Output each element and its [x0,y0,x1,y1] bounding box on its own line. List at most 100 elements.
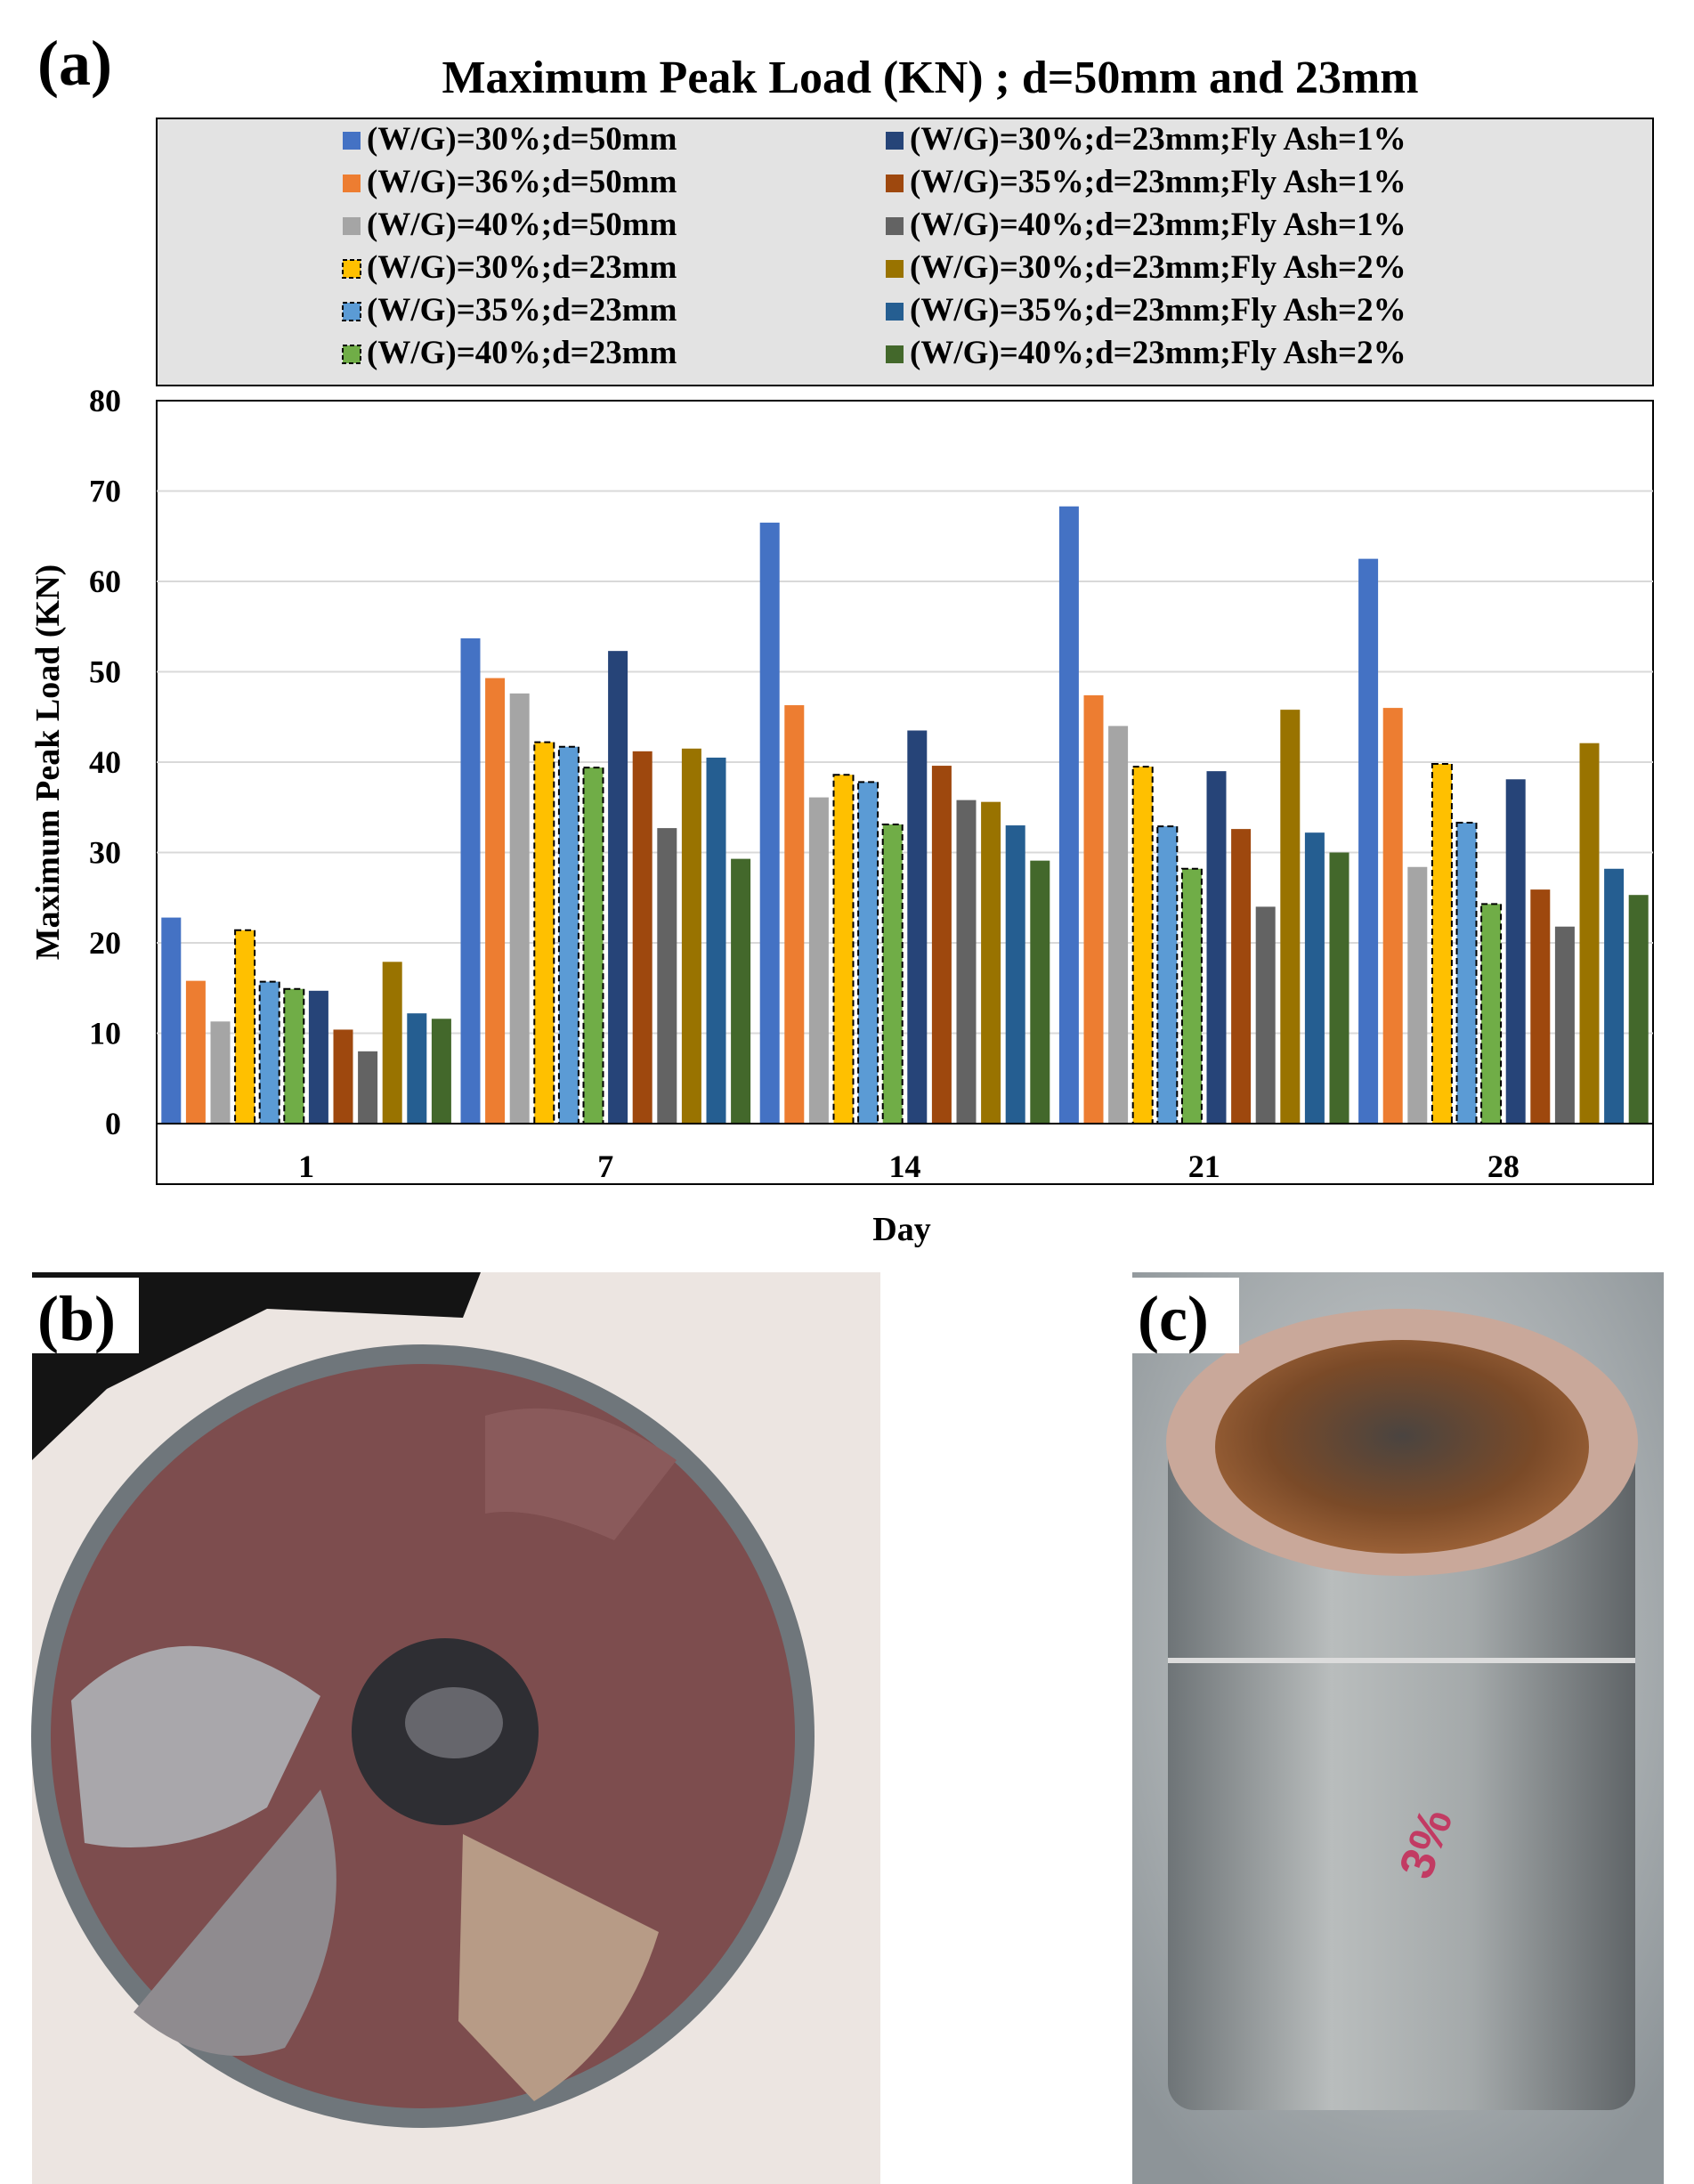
bar-7-9 [657,828,677,1124]
legend-swatch [886,345,904,363]
panel-c-photo: 3% (c) [1132,1272,1664,2184]
legend-label: (W/G)=30%;d=23mm [367,249,677,286]
bar-1-5 [258,980,280,1125]
chart-area: 0 10 20 30 40 50 60 70 80 1 7 14 21 28 Day Maximum P… [29,383,1654,1248]
bar-21-1 [1058,506,1079,1124]
bar-28-12 [1628,895,1649,1124]
bar-7-4 [533,741,555,1124]
bar-14-9 [956,800,977,1124]
rebar-sheen [405,1687,503,1758]
legend-label: (W/G)=35%;d=23mm;Fly Ash=1% [910,164,1406,200]
bar-1-4 [234,929,256,1125]
bar-7-2 [485,678,506,1124]
bar-14-7 [907,730,928,1124]
legend-swatch [886,132,904,150]
panel-label-a: (a) [37,28,112,99]
y-tick-label: 70 [89,474,121,509]
bar-28-4 [1431,763,1453,1125]
y-tick-label: 0 [105,1106,121,1141]
bar-1-12 [431,1019,451,1124]
bar-1-10 [382,962,402,1124]
bar-28-11 [1604,868,1625,1124]
bar-28-10 [1579,743,1600,1124]
grout-fragment-right [458,1834,659,2101]
bar-7-7 [608,651,628,1124]
plot-frame [156,400,1654,1185]
bar-28-2 [1382,708,1403,1124]
bar-14-3 [808,797,829,1124]
bar-1-6 [283,987,305,1125]
bar-1-1 [161,917,182,1124]
bar-21-3 [1108,726,1129,1124]
legend-label: (W/G)=40%;d=23mm [367,335,677,371]
x-tick-label: 14 [889,1149,921,1184]
legend-label: (W/G)=40%;d=23mm;Fly Ash=2% [910,335,1406,371]
x-tick-label: 28 [1487,1149,1520,1184]
bar-28-6 [1480,903,1503,1124]
legend-label: (W/G)=40%;d=23mm;Fly Ash=1% [910,207,1406,243]
bar-14-10 [981,801,1001,1124]
panel-label-b-bg [32,1278,139,1353]
legend-swatch [886,217,904,235]
y-tick-label: 20 [89,925,121,961]
bar-21-10 [1280,710,1301,1124]
y-tick-label: 30 [89,835,121,871]
bar-1-9 [358,1051,378,1124]
legend-label: (W/G)=35%;d=23mm;Fly Ash=2% [910,292,1406,329]
bar-14-6 [881,824,904,1124]
x-tick-label: 7 [597,1149,613,1184]
panel-a: (a) Maximum Peak Load (KN) ; d=50mm and … [29,28,1654,1248]
legend-swatch [342,345,361,364]
panel-b-photo: (b) [31,1272,880,2184]
panel-label-b: (b) [37,1283,116,1354]
bar-21-6 [1180,867,1203,1125]
legend-swatch [342,302,361,321]
bar-7-6 [582,767,604,1125]
glove-shadow [32,1272,481,1460]
bar-14-12 [1030,860,1050,1124]
bar-21-11 [1304,832,1325,1124]
bar-28-3 [1407,866,1428,1124]
panel-label-c: (c) [1138,1283,1209,1354]
bar-28-9 [1554,926,1575,1124]
bar-14-1 [759,523,780,1124]
panel-label-c-bg [1132,1278,1239,1353]
bar-1-3 [210,1021,231,1124]
bar-7-10 [681,748,701,1124]
bar-14-8 [931,766,952,1124]
x-axis-title: Day [872,1211,930,1248]
y-tick-label: 80 [89,383,121,418]
legend-label: (W/G)=30%;d=23mm;Fly Ash=2% [910,249,1406,286]
bar-7-8 [632,751,652,1124]
x-tick-label: 21 [1188,1149,1220,1184]
y-tick-label: 10 [89,1016,121,1051]
legend-swatch [886,303,904,321]
legend-swatch [886,175,904,192]
bar-14-5 [857,781,879,1125]
grout-fragment-bottom [134,1790,336,2056]
bar-28-7 [1505,779,1526,1124]
bar-7-5 [557,745,580,1124]
y-axis-title: Maximum Peak Load (KN) [29,564,67,960]
steel-cylinder-body [1168,1433,1635,2110]
bar-14-11 [1005,825,1025,1124]
legend-box [156,118,1654,386]
grout-fragment-left [71,1645,320,1847]
y-tick-label: 60 [89,564,121,599]
bar-1-2 [185,980,206,1124]
bar-14-4 [832,774,855,1125]
bar-21-8 [1231,829,1252,1124]
legend-label: (W/G)=35%;d=23mm [367,292,677,329]
bar-28-8 [1530,889,1551,1124]
bar-1-11 [407,1013,427,1124]
bar-7-1 [460,637,481,1124]
legend-swatch [342,259,361,279]
legend-label: (W/G)=36%;d=50mm [367,164,677,200]
bar-14-2 [784,705,805,1124]
legend: (W/G)=30%;d=50mm (W/G)=36%;d=50mm (W/G)=40… [156,118,1654,386]
chart-title: Maximum Peak Load (KN) ; d=50mm and 23mm [442,53,1418,103]
y-tick-label: 50 [89,654,121,690]
bar-21-7 [1206,771,1227,1124]
bar-21-9 [1255,906,1276,1124]
